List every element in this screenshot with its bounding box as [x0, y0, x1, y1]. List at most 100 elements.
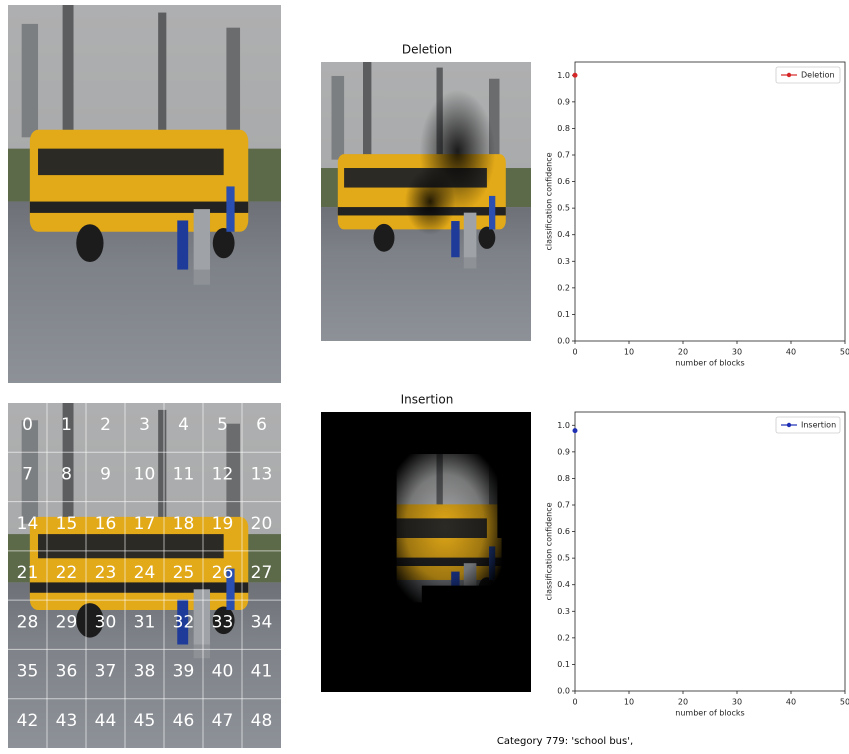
x-tick-label: 20 [678, 348, 688, 357]
y-tick-label: 0.0 [557, 337, 570, 346]
x-tick-label: 30 [732, 348, 742, 357]
grid-label: 44 [95, 711, 117, 731]
y-tick-label: 0.1 [557, 310, 570, 319]
grid-label: 13 [251, 464, 273, 484]
deletion-title: Deletion [402, 43, 452, 57]
grid-label: 30 [95, 612, 117, 632]
y-tick-label: 0.9 [557, 97, 570, 106]
original-image [8, 5, 281, 383]
grid-label: 18 [173, 514, 195, 534]
grid-label: 6 [256, 415, 267, 435]
deletion-image [321, 62, 531, 341]
legend-marker [787, 73, 791, 77]
grid-label: 46 [173, 711, 195, 731]
y-tick-label: 1.0 [557, 421, 570, 430]
y-tick-label: 0.9 [557, 447, 570, 456]
x-tick-label: 40 [786, 348, 796, 357]
y-tick-label: 0.6 [557, 527, 570, 536]
y-tick-label: 0.0 [557, 687, 570, 696]
y-tick-label: 0.3 [557, 607, 570, 616]
grid-label: 47 [212, 711, 234, 731]
insertion-image [321, 412, 531, 692]
grid-label: 36 [56, 662, 78, 682]
grid-label: 8 [61, 464, 72, 484]
grid-label: 33 [212, 612, 234, 632]
grid-label: 15 [56, 514, 78, 534]
grid-label: 37 [95, 662, 117, 682]
x-tick-label: 10 [624, 348, 634, 357]
x-tick-label: 0 [572, 348, 577, 357]
grid-label: 39 [173, 662, 195, 682]
grid-label: 32 [173, 612, 195, 632]
x-tick-label: 20 [678, 698, 688, 707]
plot-frame [575, 62, 845, 341]
grid-label: 40 [212, 662, 234, 682]
grid-label: 25 [173, 563, 195, 583]
grid-label: 41 [251, 662, 273, 682]
x-tick-label: 40 [786, 698, 796, 707]
x-axis-label: number of blocks [675, 359, 744, 368]
x-tick-label: 50 [840, 348, 849, 357]
y-tick-label: 0.5 [557, 554, 570, 563]
x-axis-label: number of blocks [675, 709, 744, 718]
grid-label: 22 [56, 563, 78, 583]
y-tick-label: 0.7 [557, 501, 570, 510]
grid-label: 24 [134, 563, 156, 583]
grid-label: 45 [134, 711, 156, 731]
y-tick-label: 0.3 [557, 257, 570, 266]
y-tick-label: 0.8 [557, 124, 570, 133]
legend-marker [787, 423, 791, 427]
grid-label: 16 [95, 514, 117, 534]
grid-label: 28 [17, 612, 39, 632]
x-tick-label: 10 [624, 698, 634, 707]
grid-label: 14 [17, 514, 39, 534]
legend-label: Deletion [801, 71, 835, 80]
y-tick-label: 1.0 [557, 71, 570, 80]
grid-label: 17 [134, 514, 156, 534]
y-tick-label: 0.2 [557, 283, 570, 292]
grid-label: 26 [212, 563, 234, 583]
grid-label: 43 [56, 711, 78, 731]
grid-label: 27 [251, 563, 273, 583]
x-tick-label: 30 [732, 698, 742, 707]
legend-label: Insertion [801, 421, 836, 430]
insertion-title: Insertion [401, 393, 454, 407]
grid-label: 0 [22, 415, 33, 435]
grid-label: 20 [251, 514, 273, 534]
grid-label: 5 [217, 415, 228, 435]
y-tick-label: 0.7 [557, 151, 570, 160]
grid-label: 7 [22, 464, 33, 484]
plot-frame [575, 412, 845, 691]
grid-label: 19 [212, 514, 234, 534]
grid-label: 1 [61, 415, 72, 435]
grid-label: 23 [95, 563, 117, 583]
x-tick-label: 50 [840, 698, 849, 707]
grid-label: 3 [139, 415, 150, 435]
grid-label: 11 [173, 464, 195, 484]
page: Deletion Insertion Category 779: 'school… [0, 0, 849, 754]
grid-label: 10 [134, 464, 156, 484]
y-tick-label: 0.2 [557, 633, 570, 642]
grid-label: 31 [134, 612, 156, 632]
y-tick-label: 0.4 [557, 580, 570, 589]
point [573, 428, 578, 433]
grid-label: 34 [251, 612, 273, 632]
y-axis-label: classification confidence [545, 502, 554, 600]
grid-label: 29 [56, 612, 78, 632]
y-tick-label: 0.6 [557, 177, 570, 186]
y-tick-label: 0.4 [557, 230, 570, 239]
grid-label: 42 [17, 711, 39, 731]
grid-label: 2 [100, 415, 111, 435]
grid-label: 21 [17, 563, 39, 583]
grid-label: 4 [178, 415, 189, 435]
grid-label: 12 [212, 464, 234, 484]
y-axis-label: classification confidence [545, 152, 554, 250]
figure: Deletion Insertion Category 779: 'school… [0, 0, 849, 754]
grid-label: 35 [17, 662, 39, 682]
grid-label: 48 [251, 711, 273, 731]
y-tick-label: 0.1 [557, 660, 570, 669]
caption: Category 779: 'school bus', [497, 736, 633, 747]
x-tick-label: 0 [572, 698, 577, 707]
y-tick-label: 0.8 [557, 474, 570, 483]
point [573, 73, 578, 78]
